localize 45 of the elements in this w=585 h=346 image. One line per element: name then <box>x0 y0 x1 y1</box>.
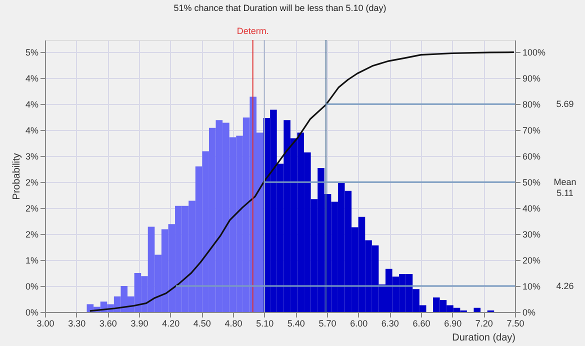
x-tick-label: 4.80 <box>224 318 242 328</box>
x-tick-label: 3.30 <box>68 318 86 328</box>
y2-tick-label: 50% <box>522 178 541 188</box>
x-tick-label: 5.10 <box>256 318 274 328</box>
y2-tick-label: 30% <box>522 230 541 240</box>
text: 4.26 <box>556 281 574 292</box>
y-tick-label: 4% <box>25 73 38 84</box>
y-tick-label: 4% <box>25 99 38 110</box>
y-tick-label: 5% <box>25 47 38 58</box>
text: 5.69 <box>556 99 574 110</box>
y-tick-label: 0% <box>25 281 38 292</box>
x-tick-label: 5.40 <box>287 318 305 328</box>
text: Mean 5.11 <box>554 177 576 198</box>
x-tick-label: 3.00 <box>36 318 54 328</box>
y-tick-label: 2% <box>25 177 38 188</box>
y2-tick-label: 10% <box>522 282 541 292</box>
y2-tick-label: 80% <box>522 100 541 110</box>
y2-tick-label: 90% <box>522 74 541 84</box>
x-tick-label: 5.70 <box>318 318 336 328</box>
y-tick-label: 2% <box>25 203 38 214</box>
y2-tick-label: 40% <box>522 204 541 214</box>
y-tick-label: 3% <box>25 151 38 162</box>
x-tick-label: 3.60 <box>99 318 117 328</box>
chart-title: 51% chance that Duration will be less than 5.10 (day) <box>174 3 386 13</box>
y-tick-label: 1% <box>25 255 38 266</box>
x-tick-label: 6.00 <box>350 318 368 328</box>
y2-tick-label: 20% <box>522 256 541 266</box>
x-tick-label: 7.20 <box>475 318 493 328</box>
x-tick-label: 6.30 <box>381 318 399 328</box>
x-tick-label: 6.60 <box>412 318 430 328</box>
x-tick-label: 7.50 <box>506 318 524 328</box>
y-tick-label: 2% <box>25 229 38 240</box>
y2-tick-label: 60% <box>522 152 541 162</box>
y2-tick-label: 70% <box>522 126 541 136</box>
x-tick-label: 4.50 <box>193 318 211 328</box>
y-tick-label: 4% <box>25 125 38 136</box>
y-tick-label: 0% <box>25 308 38 318</box>
ref-line-label: Determ. <box>236 26 269 36</box>
y-axis-title: Probability <box>11 153 22 200</box>
x-tick-label: 4.20 <box>162 318 180 328</box>
x-axis-title: Duration (day) <box>452 332 516 344</box>
x-tick-label: 3.90 <box>130 318 148 328</box>
y2-tick-label: 100% <box>522 48 546 58</box>
y2-tick-label: 0% <box>522 308 536 318</box>
x-tick-label: 6.90 <box>444 318 462 328</box>
